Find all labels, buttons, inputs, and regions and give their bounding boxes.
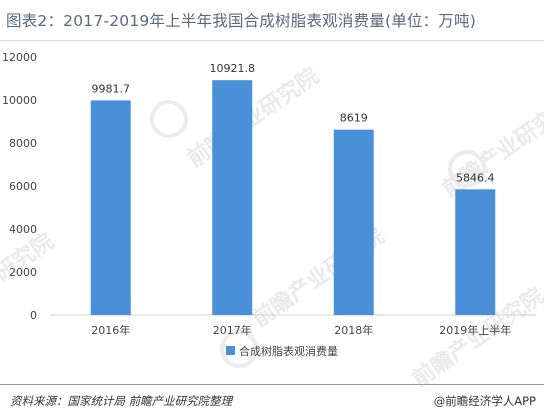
chart-plot: 0 2000 4000 6000 8000 10000 12000 9981.7 2016年 10… — [2, 51, 536, 358]
data-label: 8619 — [340, 112, 368, 125]
bar-4 — [455, 189, 496, 315]
legend-label: 合成树脂表观消费量 — [239, 344, 338, 358]
title-bar: 图表2：2017-2019年上半年我国合成树脂表观消费量(单位：万吨) — [0, 0, 544, 44]
y-tick-label: 10000 — [2, 94, 37, 107]
footer: 资料来源：国家统计局 前瞻产业研究院整理 @前瞻经济学人APP — [0, 384, 544, 418]
y-tick-label: 12000 — [2, 51, 37, 64]
x-tick-label: 2018年 — [334, 323, 373, 337]
data-label: 5846.4 — [456, 171, 495, 184]
y-tick-label: 8000 — [9, 137, 37, 150]
brand-credit: @前瞻经济学人APP — [433, 394, 536, 408]
bar-2 — [212, 80, 253, 315]
chart-title: 图表2：2017-2019年上半年我国合成树脂表观消费量(单位：万吨) — [6, 12, 476, 30]
x-tick-label: 2019年上半年 — [439, 323, 511, 337]
legend-swatch — [226, 346, 235, 355]
data-label: 9981.7 — [92, 82, 131, 95]
x-tick-label: 2017年 — [213, 323, 252, 337]
bar-1 — [90, 100, 131, 315]
data-label: 10921.8 — [210, 62, 256, 75]
title-divider — [0, 40, 544, 41]
y-tick-label: 4000 — [9, 223, 37, 236]
y-tick-label: 0 — [30, 309, 37, 322]
footer-divider — [0, 384, 544, 385]
y-tick-label: 2000 — [9, 266, 37, 279]
bar-3 — [333, 129, 374, 315]
x-tick-label: 2016年 — [91, 323, 130, 337]
source-note: 资料来源：国家统计局 前瞻产业研究院整理 — [10, 394, 233, 408]
y-tick-label: 6000 — [9, 180, 37, 193]
